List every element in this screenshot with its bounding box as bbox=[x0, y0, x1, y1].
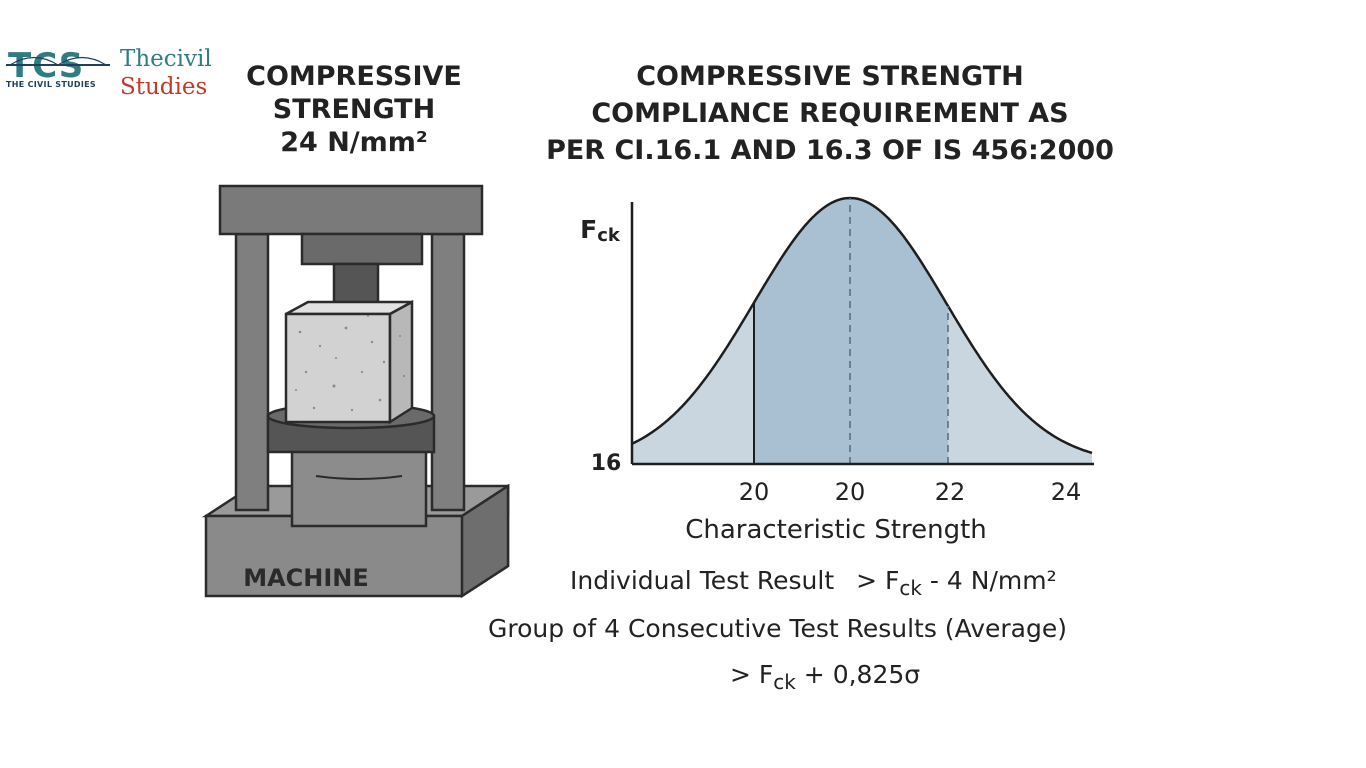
left-title: COMPRESSIVE STRENGTH 24 N/mm² bbox=[214, 60, 494, 159]
machine-base-side bbox=[460, 483, 510, 599]
right-column bbox=[430, 232, 466, 512]
curve-central-area bbox=[754, 198, 948, 464]
logo-word-thecivil: Thecivil bbox=[120, 46, 212, 72]
logo-word-studies: Studies bbox=[120, 74, 208, 100]
x-tick-label-0: 20 bbox=[739, 478, 770, 506]
cube-side bbox=[388, 299, 414, 425]
rule-individual-value-pre: > F bbox=[856, 566, 900, 595]
rule-group-label: Group of 4 Consecutive Test Results (Ave… bbox=[488, 614, 1067, 643]
left-column bbox=[234, 232, 270, 512]
logo-mark: TCS bbox=[6, 44, 112, 90]
rule-individual-value-sub: ck bbox=[899, 576, 922, 600]
rule-group-value-post: + 0,825σ bbox=[795, 660, 921, 689]
cube-speckles bbox=[295, 315, 406, 412]
left-title-line-3: 24 N/mm² bbox=[280, 127, 428, 158]
y-axis-label-main: F bbox=[580, 215, 597, 244]
rule-individual-value-post: - 4 N/mm² bbox=[921, 566, 1057, 595]
x-axis-label: Characteristic Strength bbox=[685, 515, 987, 545]
right-title-line-1: COMPRESSIVE STRENGTH bbox=[636, 61, 1024, 92]
normal-distribution-chart: Fck 16 20 20 22 24 Characteristic Strength bbox=[580, 196, 1094, 545]
curve-line-group bbox=[631, 196, 1093, 464]
left-title-line-1: COMPRESSIVE bbox=[246, 61, 462, 92]
rule-group-value: > Fck + 0,825σ bbox=[730, 660, 920, 697]
rule-group-value-pre: > F bbox=[730, 660, 774, 689]
bell-curve bbox=[631, 196, 1093, 455]
x-tick-label-2: 22 bbox=[935, 478, 966, 506]
rule-individual-test: Individual Test Result > Fck - 4 N/mm² bbox=[570, 566, 1057, 603]
concrete-cube-specimen bbox=[284, 312, 392, 424]
x-tick-label-3: 24 bbox=[1051, 478, 1082, 506]
y-tick-label: 16 bbox=[591, 451, 622, 476]
logo: TCS THE CIVIL STUDIES Thecivil Studies bbox=[4, 42, 234, 112]
right-title-line-2: COMPLIANCE REQUIREMENT AS bbox=[591, 98, 1069, 129]
upper-platen bbox=[300, 232, 424, 266]
compression-machine-illustration: MACHINE bbox=[201, 184, 510, 599]
right-title-line-3: PER CI.16.1 AND 16.3 OF IS 456:2000 bbox=[546, 135, 1114, 166]
left-title-line-2: STRENGTH bbox=[272, 94, 436, 125]
logo-tagline: THE CIVIL STUDIES bbox=[6, 80, 96, 89]
x-tick-labels: 20 20 22 24 bbox=[739, 478, 1082, 506]
x-tick-label-1: 20 bbox=[835, 478, 866, 506]
y-axis-label: Fck bbox=[580, 215, 621, 246]
bridge-icon bbox=[6, 56, 110, 66]
rule-individual-label: Individual Test Result bbox=[570, 566, 835, 595]
machine-label: MACHINE bbox=[243, 564, 369, 592]
right-title: COMPRESSIVE STRENGTH COMPLIANCE REQUIREM… bbox=[520, 58, 1140, 169]
top-crossbeam bbox=[218, 184, 484, 236]
curve-fill-group bbox=[632, 198, 1092, 464]
rule-group-value-sub: ck bbox=[773, 670, 796, 694]
y-axis-label-sub: ck bbox=[597, 225, 621, 246]
